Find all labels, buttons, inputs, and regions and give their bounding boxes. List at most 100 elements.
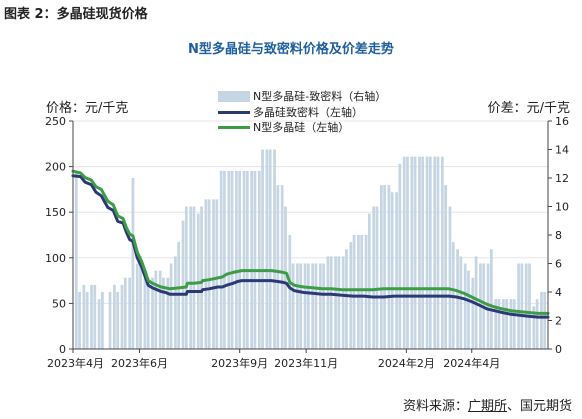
spread-bar [82,284,86,349]
spread-bar [261,149,264,349]
spread-bar [139,256,142,349]
spread-bar [459,256,463,349]
right-tick-label: 8 [555,229,562,242]
spread-bar [135,263,139,349]
spread-bar [306,263,310,349]
left-tick-label: 0 [59,343,66,356]
spread-bar [284,206,287,349]
spread-bar [413,156,417,349]
spread-bar [238,170,242,349]
spread-bar [440,156,444,349]
legend-swatch-spread [218,91,250,103]
spread-bar [189,206,193,349]
x-tick-label: 2023年6月 [111,356,168,370]
spread-bar [367,213,371,349]
right-tick-label: 16 [555,115,569,128]
spread-bar [280,185,284,349]
spread-bar [428,156,432,349]
spread-bars [74,149,547,349]
spread-bar [318,263,322,349]
spread-bar [528,263,531,349]
spread-bar [364,235,368,349]
spread-bar [291,263,295,349]
spread-bar [169,263,173,349]
spread-bar [253,170,257,349]
right-tick-label: 6 [555,258,562,271]
spread-bar [379,185,383,349]
legend-label-ntype: N型多晶硅（左轴） [253,121,350,134]
spread-bar [108,292,112,349]
spread-bar [219,170,223,349]
left-axis-unit-label: 价格：元/千克 [46,101,129,116]
x-tick-label: 2024年2月 [378,356,435,370]
source-link[interactable]: 广期所 [467,399,507,414]
legend-label-dense: 多晶硅致密料（左轴） [253,105,363,119]
legend-label-spread: N型多晶硅-致密料（右轴） [253,90,387,103]
chart-legend: N型多晶硅-致密料（右轴） 多晶硅致密料（左轴） N型多晶硅（左轴） [218,89,386,136]
spread-bar [296,263,299,349]
right-axis-unit-label: 价差：元/千克 [487,101,570,116]
dense-price-line [71,174,550,319]
spread-bar [93,284,97,349]
right-tick-label: 4 [555,286,562,299]
spread-bar [421,156,425,349]
spread-bar [242,170,246,349]
spread-bar [265,149,269,349]
spread-bar [299,263,303,349]
spread-bar [425,156,429,349]
source-note: 资料来源：广期所、国元期货 [403,395,572,414]
source-suffix: 、国元期货 [506,399,572,414]
spread-bar [227,170,231,349]
legend-item-ntype: N型多晶硅（左轴） [218,120,386,136]
spread-bar [520,263,524,349]
right-tick-label: 0 [555,343,562,356]
x-tick-label: 2024年4月 [443,356,500,370]
x-tick-label: 2023年11月 [274,356,338,370]
spread-bar [334,256,337,349]
spread-bar [123,277,127,349]
spread-bar [456,249,459,349]
spread-bar [387,185,391,349]
left-tick-label: 200 [45,161,66,174]
spread-bar [322,263,325,349]
legend-swatch-ntype [218,126,250,130]
ntype-price-line [71,169,550,315]
spread-bar [207,199,211,349]
right-tick-label: 10 [555,201,569,214]
spread-bar [345,249,348,349]
spread-bar [113,284,116,349]
spread-bar [497,299,501,349]
spread-bar [467,270,470,349]
spread-bar [501,299,505,349]
spread-bar [212,199,215,349]
spread-bar [303,263,307,349]
spread-bar [375,206,379,349]
spread-bar [540,292,543,349]
figure-caption: 图表 2：多晶硅现货价格 [4,7,148,22]
spread-bar [143,277,147,349]
spread-bar [314,263,318,349]
spread-bar [74,170,78,349]
spread-bar [494,299,498,349]
spread-bar [273,149,276,349]
spread-bar [395,192,398,349]
price-lines [71,169,550,319]
spread-bar [101,292,104,349]
spread-bar [402,156,406,349]
legend-item-dense: 多晶硅致密料（左轴） [218,105,386,121]
spread-bar [512,299,516,349]
left-tick-label: 150 [45,206,66,219]
spread-bar [276,185,280,349]
spread-bar [97,299,101,349]
spread-bar [131,178,135,349]
spread-bar [257,170,261,349]
legend-item-spread: N型多晶硅-致密料（右轴） [218,89,386,105]
spread-bar [535,299,539,349]
spread-bar [184,206,188,349]
spread-bar [509,299,513,349]
left-tick-label: 100 [45,252,66,265]
spread-bar [78,292,81,349]
spread-bar [357,235,360,349]
spread-bar [120,284,124,349]
